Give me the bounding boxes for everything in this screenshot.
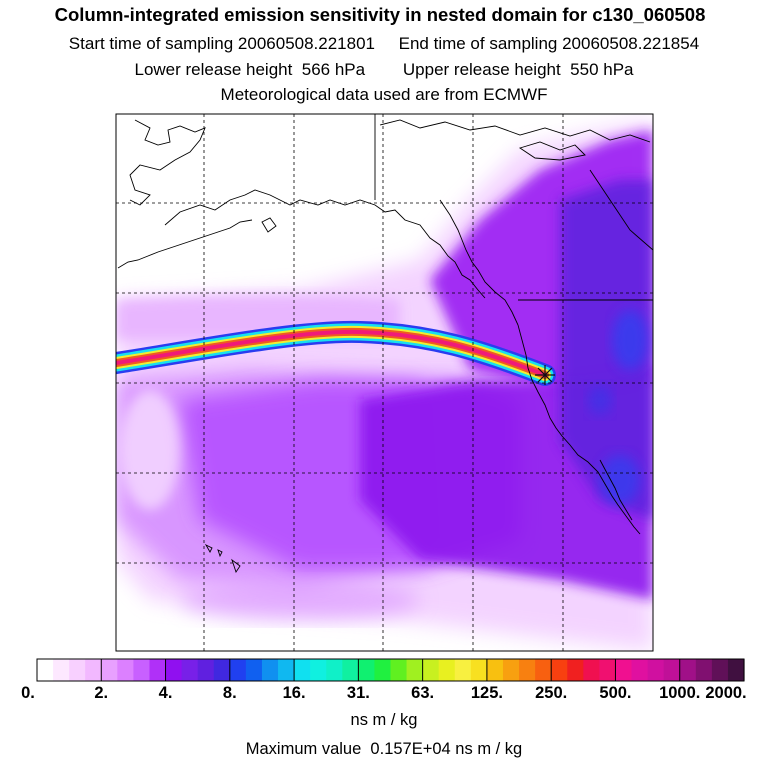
colorbar-swatch [695, 659, 713, 681]
colorbar-swatch [229, 659, 247, 681]
field-east-blue [560, 180, 653, 520]
colorbar-swatch [519, 659, 536, 681]
colorbar-tick-label: 500. [599, 684, 632, 702]
plume-trajectory [116, 320, 556, 386]
colorbar-swatch [615, 659, 633, 681]
colorbar-tick-label: 8. [222, 684, 237, 702]
field-blue-spot-3 [588, 385, 612, 415]
arctic-coast [379, 119, 651, 143]
alaska-coast [129, 119, 206, 206]
interior-ne-lines [589, 169, 653, 251]
coastlines [117, 114, 653, 574]
colorbar-swatch [599, 659, 617, 681]
colorbar-swatch [278, 659, 295, 681]
plot-title: Column-integrated emission sensitivity i… [54, 4, 706, 25]
colorbar-tick-label: 2000. [705, 684, 747, 702]
colorbar-swatch [117, 659, 135, 681]
west-coast [517, 324, 641, 535]
colorbar-swatch [679, 659, 697, 681]
colorbar [37, 659, 745, 681]
colorbar-tick-label: 250. [535, 684, 568, 702]
map-panel [116, 114, 653, 651]
colorbar-swatch [197, 659, 215, 681]
colorbar-swatch [85, 659, 102, 681]
colorbar-swatch [37, 659, 54, 681]
colorbar-tick-label: 1000. [659, 684, 701, 702]
colorbar-tick-label: 31. [346, 684, 370, 702]
colorbar-tick-label: 63. [411, 684, 435, 702]
colorbar-swatch [101, 659, 118, 681]
hawaii-2 [217, 549, 223, 558]
colorbar-swatch [583, 659, 600, 681]
aleutian-chain [117, 219, 253, 269]
colorbar-swatch [454, 659, 472, 681]
colorbar-swatch [181, 659, 199, 681]
colorbar-swatch [647, 659, 665, 681]
colorbar-swatch [663, 659, 681, 681]
colorbar-swatch [69, 659, 86, 681]
colorbar-swatch [358, 659, 376, 681]
colorbar-swatch [374, 659, 392, 681]
sampling-time-line: Start time of sampling 20060508.221801 E… [68, 34, 700, 53]
colorbar-swatch [294, 659, 311, 681]
colorbar-swatch [213, 659, 231, 681]
colorbar-swatch [502, 659, 520, 681]
maximum-value: Maximum value 0.157E+04 ns m / kg [245, 740, 523, 758]
colorbar-swatch [438, 659, 456, 681]
colorbar-swatch [310, 659, 327, 681]
colorbar-swatch [261, 659, 279, 681]
sensitivity-field [116, 120, 653, 651]
star-cross-icon [535, 365, 555, 385]
arctic-islands [518, 141, 586, 161]
colorbar-swatch [390, 659, 408, 681]
colorbar-tick-label: 125. [470, 684, 503, 702]
colorbar-swatch [245, 659, 263, 681]
colorbar-swatch [567, 659, 584, 681]
field-pale-west-patch [120, 390, 180, 510]
colorbar-swatch [535, 659, 552, 681]
colorbar-swatch [133, 659, 151, 681]
colorbar-swatch [422, 659, 440, 681]
colorbar-swatch [711, 659, 729, 681]
colorbar-swatch [727, 659, 745, 681]
colorbar-frame [36, 658, 745, 682]
alaska-peninsula [164, 189, 486, 299]
colorbar-swatch [486, 659, 504, 681]
meteorological-data-line: Meteorological data used are from ECMWF [220, 85, 548, 104]
field-lower-patch [180, 580, 420, 620]
release-height-line: Lower release height 566 hPa Upper relea… [134, 60, 634, 79]
baja-coast [599, 459, 633, 521]
kodiak [261, 217, 277, 233]
colorbar-swatch [53, 659, 70, 681]
field-blue-spot-2 [600, 455, 640, 505]
hawaii-1 [204, 543, 213, 553]
colorbar-swatch [326, 659, 343, 681]
colorbar-tick-label: 0. [21, 684, 35, 702]
bc-coast [439, 199, 519, 326]
colorbar-swatch [631, 659, 649, 681]
colorbar-swatch [406, 659, 424, 681]
colorbar-swatch [551, 659, 568, 681]
map-frame [115, 113, 654, 652]
colorbar-units: ns m / kg [350, 711, 418, 729]
colorbar-tick-label: 4. [158, 684, 173, 702]
colorbar-tick-label: 2. [94, 684, 109, 702]
colorbar-tick-label: 16. [282, 684, 306, 702]
colorbar-swatch [149, 659, 167, 681]
colorbar-swatch [342, 659, 359, 681]
colorbar-swatch [470, 659, 488, 681]
field-blue-spot-1 [612, 310, 648, 370]
colorbar-swatch [165, 659, 183, 681]
